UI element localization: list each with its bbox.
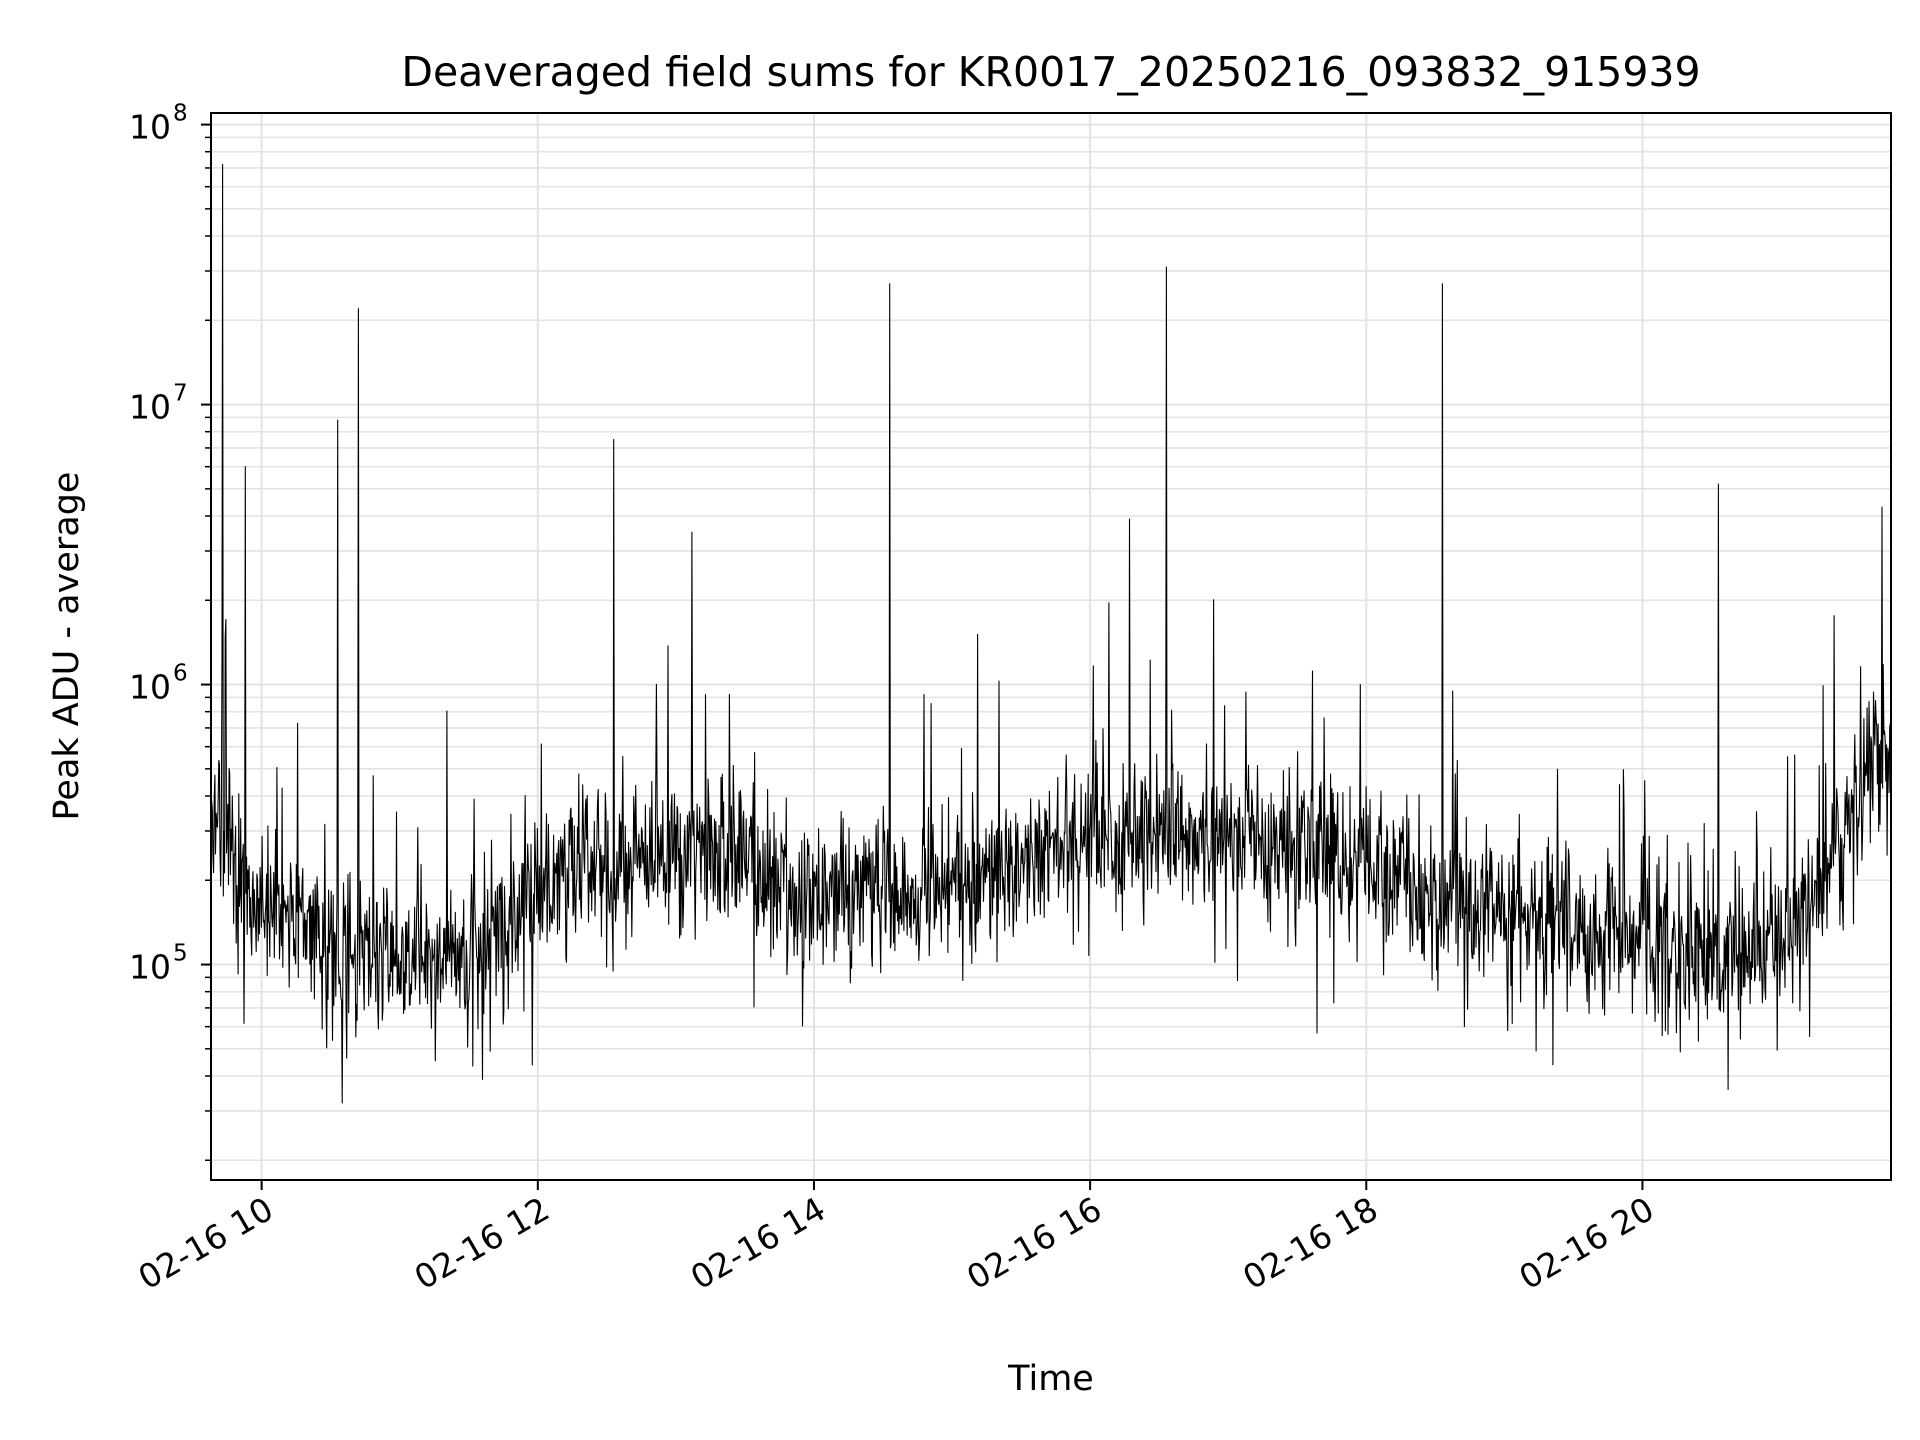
plot-frame (210, 112, 1892, 1181)
y-tick-label: 10 (129, 108, 171, 147)
y-tick-exponent: 7 (173, 381, 188, 407)
y-tick-label: 10 (129, 388, 171, 427)
plot-data (210, 163, 1892, 1104)
y-tick-label: 10 (129, 948, 171, 987)
y-tick-exponent: 5 (173, 941, 188, 967)
series-line (210, 163, 1892, 1104)
chart-title: Deaveraged field sums for KR0017_2025021… (401, 48, 1700, 96)
y-tick-exponent: 8 (173, 101, 188, 127)
y-tick-label: 10 (129, 668, 171, 707)
y-axis-label: Peak ADU - average (47, 472, 87, 821)
y-tick-exponent: 6 (173, 661, 188, 687)
grid (211, 113, 1891, 1180)
x-axis-label: Time (1007, 1359, 1094, 1399)
